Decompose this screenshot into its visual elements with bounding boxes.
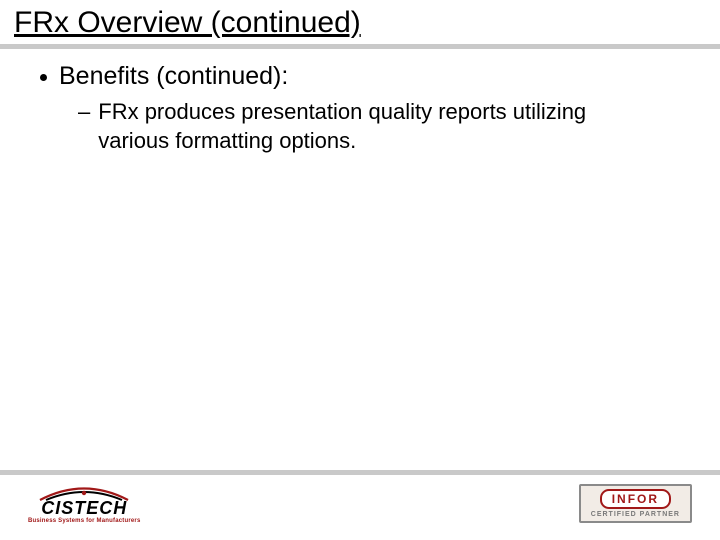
infor-subtext: CERTIFIED PARTNER xyxy=(591,511,680,518)
infor-brand-box: INFOR xyxy=(600,489,671,509)
cistech-logo: CISTECH Business Systems for Manufacture… xyxy=(28,483,141,524)
sub-bullet-row: – FRx produces presentation quality repo… xyxy=(78,98,680,155)
slide-header: FRx Overview (continued) xyxy=(0,0,720,42)
infor-logo: INFOR CERTIFIED PARTNER xyxy=(579,484,692,523)
sub-bullet-text: FRx produces presentation quality report… xyxy=(98,98,658,155)
cistech-arc-icon xyxy=(34,483,134,501)
slide-footer: CISTECH Business Systems for Manufacture… xyxy=(0,470,720,540)
infor-brand-text: INFOR xyxy=(612,492,659,506)
slide-content: Benefits (continued): – FRx produces pre… xyxy=(0,49,720,155)
bullet-row: Benefits (continued): xyxy=(40,61,680,92)
dash-icon: – xyxy=(78,98,90,127)
cistech-tagline: Business Systems for Manufacturers xyxy=(28,518,141,524)
cistech-name: CISTECH xyxy=(41,499,127,517)
slide-title: FRx Overview (continued) xyxy=(14,6,706,40)
bullet-dot-icon xyxy=(40,74,47,81)
footer-content: CISTECH Business Systems for Manufacture… xyxy=(0,483,720,524)
bullet-text: Benefits (continued): xyxy=(59,61,288,92)
footer-bar xyxy=(0,470,720,475)
